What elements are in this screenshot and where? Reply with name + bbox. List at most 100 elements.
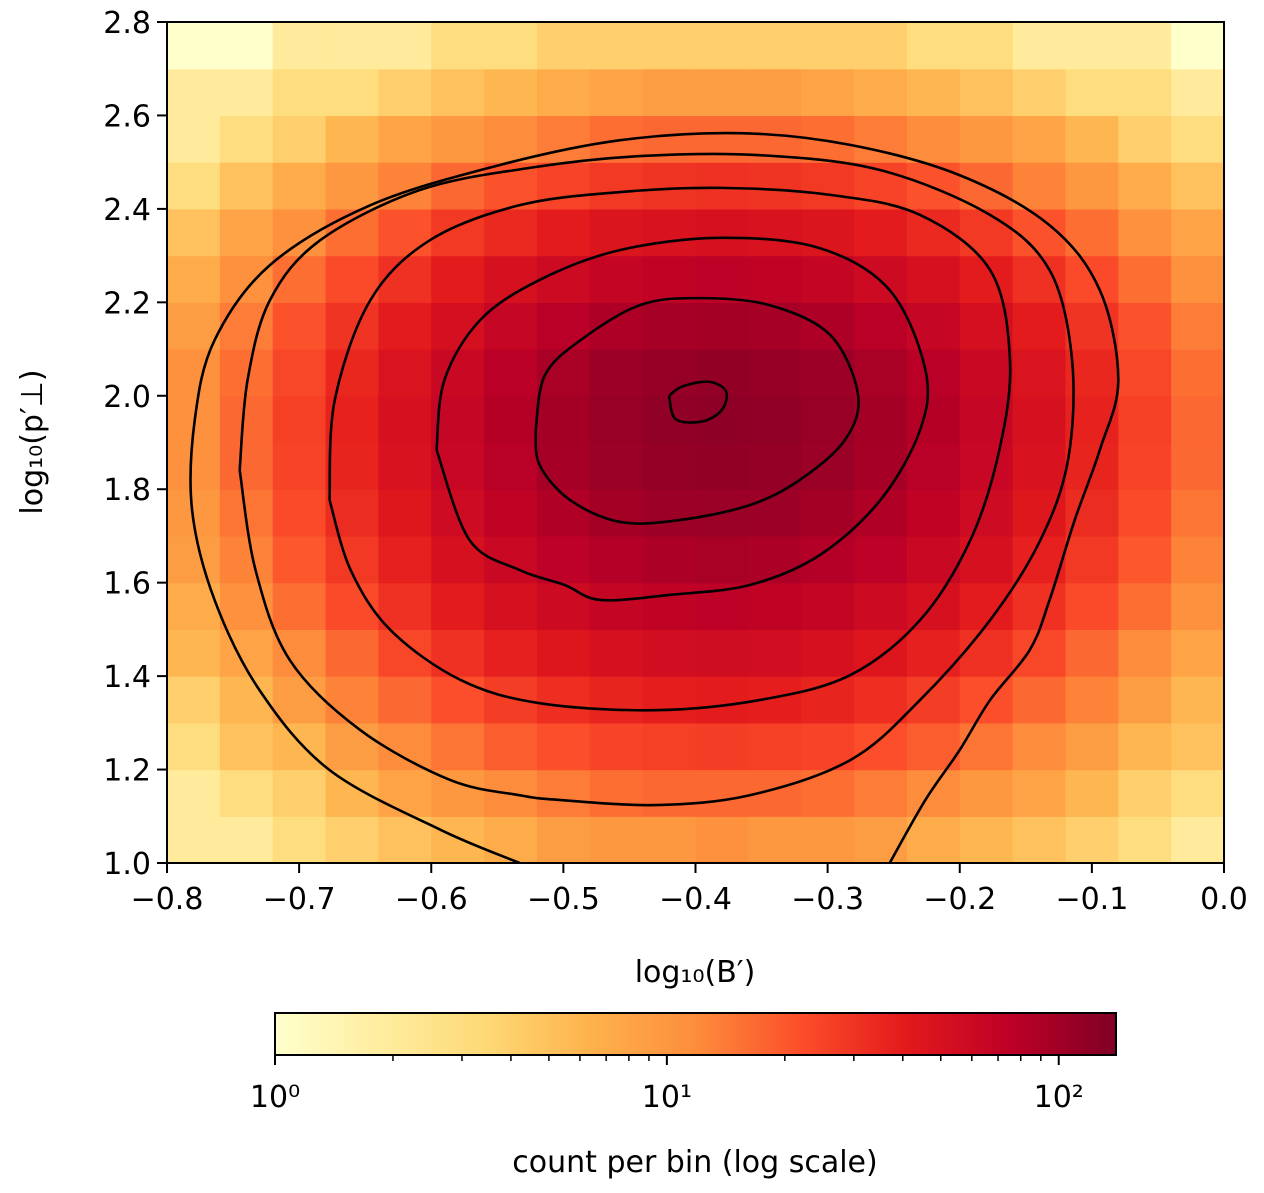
heatmap-cell xyxy=(801,302,855,350)
heatmap-cell xyxy=(431,22,485,70)
heatmap-cell xyxy=(325,676,379,724)
heatmap-cell xyxy=(1171,676,1224,724)
heatmap-cell xyxy=(431,769,485,817)
heatmap-cell xyxy=(854,68,908,117)
heatmap-cell xyxy=(536,115,591,163)
heatmap-cell xyxy=(589,676,644,724)
heatmap-cell xyxy=(589,255,644,303)
heatmap-cell xyxy=(167,629,221,677)
heatmap-cell xyxy=(378,208,432,257)
heatmap-cell xyxy=(854,816,908,863)
heatmap-cell xyxy=(325,208,379,257)
heatmap-cell xyxy=(431,349,485,397)
heatmap-cell xyxy=(854,676,908,724)
heatmap-cell xyxy=(642,255,697,303)
heatmap-cell xyxy=(1171,442,1224,490)
heatmap-cell xyxy=(484,208,538,257)
heatmap-cell xyxy=(1012,255,1067,303)
heatmap-cell xyxy=(431,162,485,210)
heatmap-cell xyxy=(484,68,538,117)
heatmap-cell xyxy=(1065,816,1119,863)
heatmap-cell xyxy=(906,162,961,210)
y-tick-label: 1.0 xyxy=(103,847,151,882)
heatmap-cell xyxy=(642,302,697,350)
heatmap-cell xyxy=(325,629,379,677)
heatmap-cell xyxy=(801,255,855,303)
heatmap-cell xyxy=(325,162,379,210)
heatmap-cell xyxy=(378,535,432,584)
heatmap-cell xyxy=(1065,582,1119,630)
heatmap-cell xyxy=(378,769,432,817)
heatmap-cell xyxy=(1171,349,1224,397)
y-tick-label: 1.2 xyxy=(103,754,151,789)
heatmap-cell xyxy=(325,442,379,490)
heatmap-cell xyxy=(1065,115,1119,163)
y-tick-label: 2.6 xyxy=(103,99,151,134)
heatmap-cell xyxy=(1171,582,1224,630)
heatmap-cell xyxy=(642,208,697,257)
heatmap-cell xyxy=(219,676,274,724)
heatmap-cell xyxy=(484,676,538,724)
contour-line xyxy=(328,186,1012,712)
heatmap-cell xyxy=(1065,68,1119,117)
y-tick-label: 2.2 xyxy=(103,286,151,321)
heatmap-cell xyxy=(167,115,221,163)
heatmap-cell xyxy=(854,208,908,257)
heatmap-cell xyxy=(431,816,485,863)
heatmap-cell xyxy=(378,629,432,677)
heatmap-cell xyxy=(536,208,591,257)
heatmap-cell xyxy=(1012,162,1067,210)
heatmap-cell xyxy=(167,208,221,257)
heatmap-cell xyxy=(1171,722,1224,771)
heatmap-cell xyxy=(1065,255,1119,303)
x-tick-label: −0.6 xyxy=(395,882,468,917)
heatmap-cell xyxy=(1118,22,1172,70)
heatmap-cell xyxy=(1065,629,1119,677)
heatmap-cell xyxy=(642,68,697,117)
heatmap-cell xyxy=(801,162,855,210)
heatmap-cell xyxy=(378,489,432,537)
heatmap-cell xyxy=(536,162,591,210)
heatmap-cell xyxy=(272,115,327,163)
heatmap-cell xyxy=(801,535,855,584)
heatmap-cell xyxy=(1065,22,1119,70)
heatmap-cell xyxy=(748,349,802,397)
heatmap-cell xyxy=(167,302,221,350)
heatmap-cell xyxy=(484,115,538,163)
heatmap-cell xyxy=(642,349,697,397)
heatmap-cell xyxy=(1118,535,1172,584)
heatmap-cell xyxy=(536,535,591,584)
heatmap-cell xyxy=(219,255,274,303)
heatmap-cell xyxy=(325,349,379,397)
colorbar-tick-label: 10⁰ xyxy=(250,1080,300,1115)
heatmap-cell xyxy=(1171,629,1224,677)
heatmap-cell xyxy=(1065,302,1119,350)
heatmap-cell xyxy=(1065,769,1119,817)
x-tick-label: −0.1 xyxy=(1055,882,1128,917)
heatmap-cell xyxy=(906,68,961,117)
heatmap-cell xyxy=(801,582,855,630)
heatmap-cell xyxy=(854,535,908,584)
heatmap-cell xyxy=(219,816,274,863)
heatmap-cell xyxy=(272,349,327,397)
heatmap-cell xyxy=(589,722,644,771)
heatmap-cell xyxy=(484,629,538,677)
colorbar-label: count per bin (log scale) xyxy=(512,1145,877,1180)
heatmap-cell xyxy=(219,68,274,117)
heatmap-cell xyxy=(272,489,327,537)
heatmap-cell xyxy=(325,816,379,863)
heatmap-cell xyxy=(748,816,802,863)
heatmap-cell xyxy=(272,629,327,677)
heatmap-cell xyxy=(748,489,802,537)
heatmap-cell xyxy=(959,442,1014,490)
heatmap-cell xyxy=(378,442,432,490)
heatmap-cell xyxy=(1012,349,1067,397)
heatmap-cell xyxy=(536,442,591,490)
heatmap-cell xyxy=(431,722,485,771)
x-tick-label: −0.4 xyxy=(659,882,732,917)
heatmap-cell xyxy=(695,722,749,771)
heatmap-cell xyxy=(431,442,485,490)
heatmap-cell xyxy=(1118,676,1172,724)
heatmap-cell xyxy=(484,722,538,771)
heatmap-cell xyxy=(642,442,697,490)
